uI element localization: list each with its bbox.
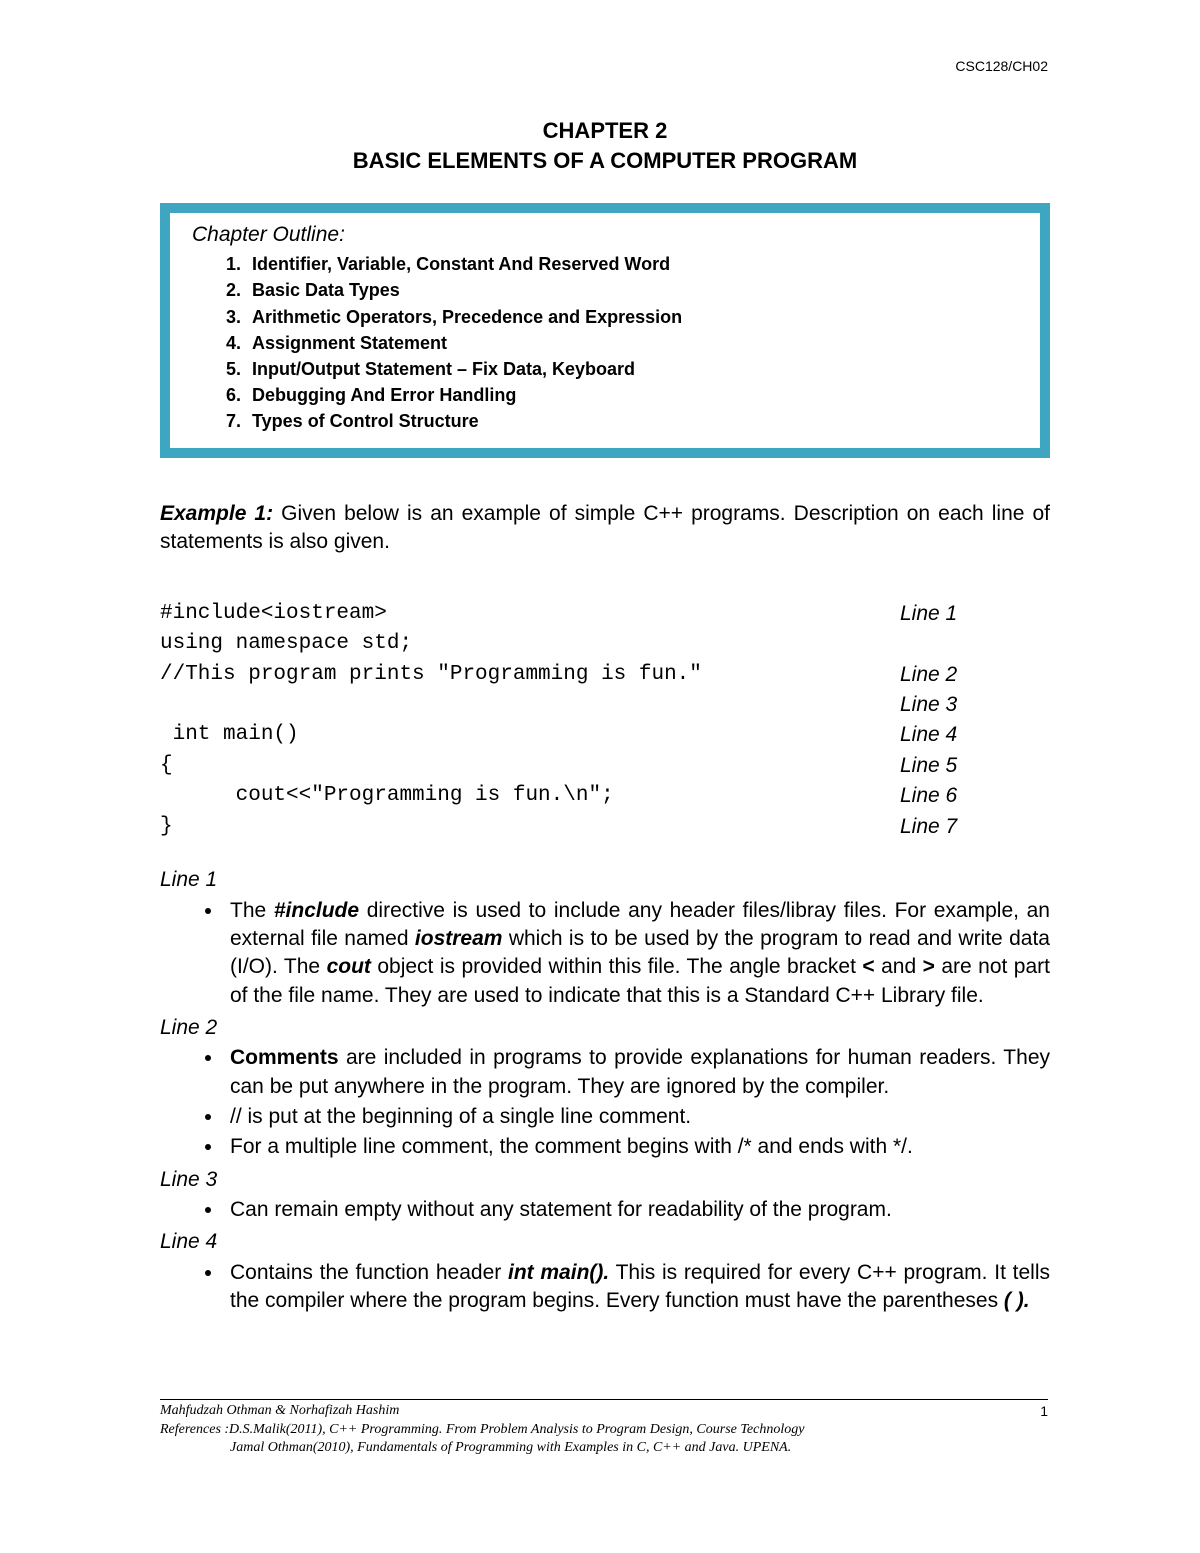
explanation-line4-head: Line 4 bbox=[160, 1228, 1050, 1256]
example-intro: Example 1: Given below is an example of … bbox=[160, 500, 1050, 557]
explanations: Line 1 The #include directive is used to… bbox=[160, 866, 1050, 1315]
outline-item: Basic Data Types bbox=[246, 277, 1018, 303]
footer-authors: Mahfudzah Othman & Norhafizah Hashim bbox=[160, 1402, 1048, 1420]
outline-item: Input/Output Statement – Fix Data, Keybo… bbox=[246, 356, 1018, 382]
page-footer: Mahfudzah Othman & Norhafizah Hashim Ref… bbox=[160, 1399, 1048, 1457]
chapter-title: CHAPTER 2 BASIC ELEMENTS OF A COMPUTER P… bbox=[160, 116, 1050, 175]
explanation-bullet: For a multiple line comment, the comment… bbox=[224, 1133, 1050, 1161]
outline-item: Assignment Statement bbox=[246, 330, 1018, 356]
outline-item: Debugging And Error Handling bbox=[246, 382, 1018, 408]
explanation-list: Can remain empty without any statement f… bbox=[224, 1196, 1050, 1224]
code-line-label: Line 1 bbox=[900, 599, 1050, 629]
code-line-label: Line 2 bbox=[900, 660, 1050, 690]
explanation-list: Contains the function header int main().… bbox=[224, 1259, 1050, 1316]
code-row: //This program prints "Programming is fu… bbox=[160, 660, 1050, 690]
header-course-code: CSC128/CH02 bbox=[955, 58, 1048, 74]
page-number: 1 bbox=[1040, 1402, 1048, 1420]
chapter-number: CHAPTER 2 bbox=[160, 116, 1050, 146]
code-text: cout<<"Programming is fun.\n"; bbox=[160, 781, 900, 811]
outline-item: Types of Control Structure bbox=[246, 408, 1018, 434]
explanation-bullet: Contains the function header int main().… bbox=[224, 1259, 1050, 1316]
outline-title: Chapter Outline: bbox=[192, 223, 1018, 247]
outline-list: Identifier, Variable, Constant And Reser… bbox=[246, 251, 1018, 434]
code-text: int main() bbox=[160, 720, 900, 750]
example-label: Example 1: bbox=[160, 502, 273, 525]
code-line-label bbox=[900, 629, 1050, 659]
code-line-label: Line 5 bbox=[900, 751, 1050, 781]
explanation-bullet: // is put at the beginning of a single l… bbox=[224, 1103, 1050, 1131]
explanation-line3-head: Line 3 bbox=[160, 1166, 1050, 1194]
code-text: #include<iostream> bbox=[160, 599, 900, 629]
code-row: Line 3 bbox=[160, 690, 1050, 720]
chapter-name: BASIC ELEMENTS OF A COMPUTER PROGRAM bbox=[160, 146, 1050, 176]
chapter-outline-box: Chapter Outline: Identifier, Variable, C… bbox=[160, 203, 1050, 458]
footer-reference-1: References :D.S.Malik(2011), C++ Program… bbox=[160, 1421, 1048, 1439]
code-line-label: Line 7 bbox=[900, 812, 1050, 842]
code-row: cout<<"Programming is fun.\n";Line 6 bbox=[160, 781, 1050, 811]
outline-item: Arithmetic Operators, Precedence and Exp… bbox=[246, 304, 1018, 330]
code-text: } bbox=[160, 812, 900, 842]
code-text: using namespace std; bbox=[160, 629, 900, 659]
explanation-bullet: The #include directive is used to includ… bbox=[224, 897, 1050, 1010]
explanation-line2-head: Line 2 bbox=[160, 1014, 1050, 1042]
code-line-label: Line 6 bbox=[900, 781, 1050, 811]
explanation-bullet: Comments are included in programs to pro… bbox=[224, 1044, 1050, 1101]
code-text: //This program prints "Programming is fu… bbox=[160, 660, 900, 690]
explanation-line1-head: Line 1 bbox=[160, 866, 1050, 894]
code-text: { bbox=[160, 751, 900, 781]
explanation-list: The #include directive is used to includ… bbox=[224, 897, 1050, 1010]
code-row: using namespace std; bbox=[160, 629, 1050, 659]
explanation-bullet: Can remain empty without any statement f… bbox=[224, 1196, 1050, 1224]
code-row: int main()Line 4 bbox=[160, 720, 1050, 750]
code-line-label: Line 3 bbox=[900, 690, 1050, 720]
code-row: {Line 5 bbox=[160, 751, 1050, 781]
explanation-list: Comments are included in programs to pro… bbox=[224, 1044, 1050, 1161]
code-line-label: Line 4 bbox=[900, 720, 1050, 750]
code-block: #include<iostream>Line 1 using namespace… bbox=[160, 599, 1050, 843]
code-row: }Line 7 bbox=[160, 812, 1050, 842]
footer-reference-2: Jamal Othman(2010), Fundamentals of Prog… bbox=[160, 1439, 1048, 1457]
code-row: #include<iostream>Line 1 bbox=[160, 599, 1050, 629]
example-text: Given below is an example of simple C++ … bbox=[160, 502, 1050, 553]
code-text bbox=[160, 690, 900, 720]
document-page: CSC128/CH02 CHAPTER 2 BASIC ELEMENTS OF … bbox=[0, 0, 1200, 1357]
outline-item: Identifier, Variable, Constant And Reser… bbox=[246, 251, 1018, 277]
